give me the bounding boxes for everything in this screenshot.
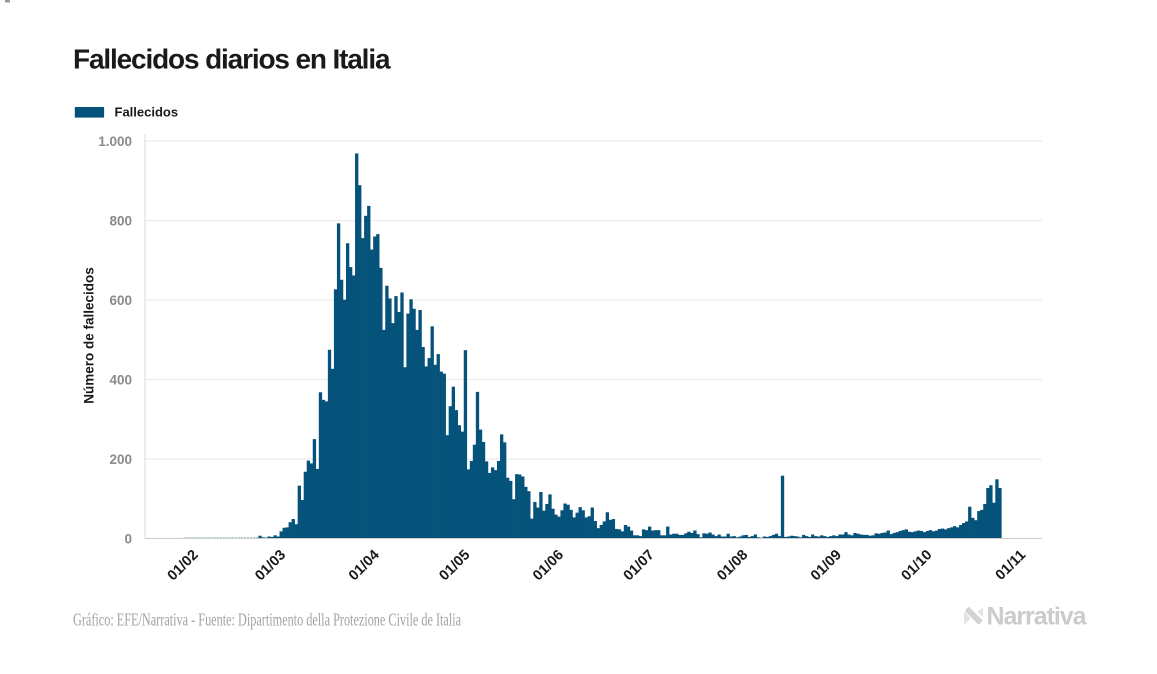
svg-text:600: 600 [109, 293, 132, 308]
svg-text:1.000: 1.000 [98, 134, 132, 149]
svg-text:Narrativa: Narrativa [987, 603, 1088, 631]
svg-text:0: 0 [124, 531, 132, 546]
svg-text:Número de fallecidos: Número de fallecidos [82, 267, 97, 404]
svg-text:Fallecidos diarios en Italia: Fallecidos diarios en Italia [73, 44, 391, 75]
svg-text:Fallecidos: Fallecidos [115, 105, 179, 120]
svg-text:400: 400 [109, 372, 132, 387]
svg-text:Gráfico: EFE/Narrativa - Fuent: Gráfico: EFE/Narrativa - Fuente: Diparti… [73, 610, 461, 630]
svg-text:200: 200 [109, 452, 132, 467]
svg-text:800: 800 [109, 213, 132, 228]
